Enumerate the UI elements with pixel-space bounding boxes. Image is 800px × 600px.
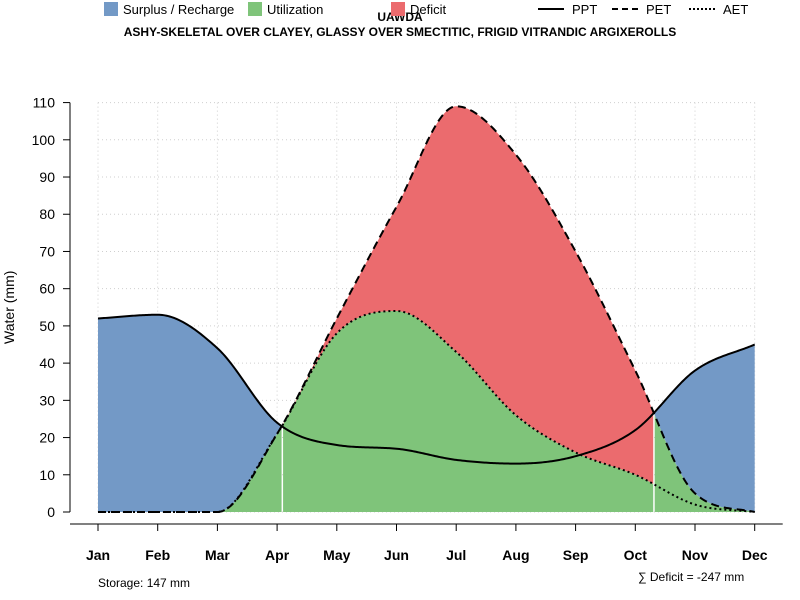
legend-item-utilization: Utilization — [248, 0, 323, 18]
legend-item-deficit: Deficit — [391, 0, 446, 18]
x-tick-label: Nov — [682, 547, 709, 563]
y-tick-label: 0 — [47, 504, 55, 520]
pet-line — [98, 105, 755, 513]
legend-item-pet: PET — [612, 0, 671, 18]
y-tick-label: 60 — [39, 281, 55, 297]
x-tick-label: Mar — [205, 547, 230, 563]
legend-item-aet: AET — [689, 0, 748, 18]
legend-label-surplus: Surplus / Recharge — [123, 1, 235, 17]
legend-line-pet — [612, 8, 638, 10]
y-tick-label: 20 — [39, 430, 55, 446]
x-axis: Jan Feb Mar Apr May Jun Jul Aug Sep Oct Nov Dec — [70, 523, 783, 563]
y-axis-title: Water (mm) — [1, 271, 17, 344]
utilization-area — [283, 311, 654, 512]
x-tick-label: Jan — [86, 547, 110, 563]
x-tick-label: Oct — [624, 547, 648, 563]
legend-label-ppt: PPT — [572, 1, 598, 17]
legend-swatch-surplus — [104, 2, 118, 16]
chart-subtitle: ASHY-SKELETAL OVER CLAYEY, GLASSY OVER S… — [123, 25, 677, 39]
legend-item-ppt: PPT — [538, 0, 597, 18]
y-axis: 0 10 20 30 40 50 60 70 80 90 100 110 Water (mm) — [1, 95, 71, 520]
deficit-note: ∑ Deficit = -247 mm — [638, 570, 745, 584]
surplus-area — [98, 314, 282, 512]
legend-line-ppt — [538, 8, 564, 10]
x-tick-label: May — [323, 547, 350, 563]
x-tick-label: Sep — [563, 547, 589, 563]
legend-swatch-deficit — [391, 2, 405, 16]
legend-swatch-utilization — [248, 2, 262, 16]
y-tick-label: 80 — [39, 206, 55, 222]
legend-label-aet: AET — [723, 1, 749, 17]
x-tick-label: Jul — [446, 547, 466, 563]
legend-label-pet: PET — [646, 1, 672, 17]
y-tick-label: 110 — [33, 95, 56, 111]
x-tick-label: Jun — [384, 547, 409, 563]
x-tick-label: Aug — [502, 547, 529, 563]
x-tick-label: Apr — [265, 547, 290, 563]
legend-line-aet — [689, 8, 715, 10]
legend-label-utilization: Utilization — [267, 1, 324, 17]
utilization-area — [220, 426, 282, 512]
y-tick-label: 40 — [39, 355, 55, 371]
legend-item-surplus: Surplus / Recharge — [104, 0, 234, 18]
x-tick-label: Dec — [742, 547, 768, 563]
y-tick-label: 70 — [39, 243, 55, 259]
aet-line — [98, 310, 755, 513]
utilization-area — [654, 415, 754, 512]
y-tick-label: 10 — [39, 467, 55, 483]
deficit-area — [283, 106, 654, 484]
chart-title: UAWDA — [377, 10, 423, 24]
storage-note: Storage: 147 mm — [98, 576, 191, 590]
x-tick-label: Feb — [145, 547, 170, 563]
y-tick-label: 50 — [39, 318, 55, 334]
y-tick-label: 100 — [32, 132, 56, 148]
legend-label-deficit: Deficit — [410, 1, 447, 17]
y-tick-label: 90 — [39, 169, 55, 185]
ppt-line — [97, 313, 756, 465]
y-tick-label: 30 — [39, 392, 55, 408]
